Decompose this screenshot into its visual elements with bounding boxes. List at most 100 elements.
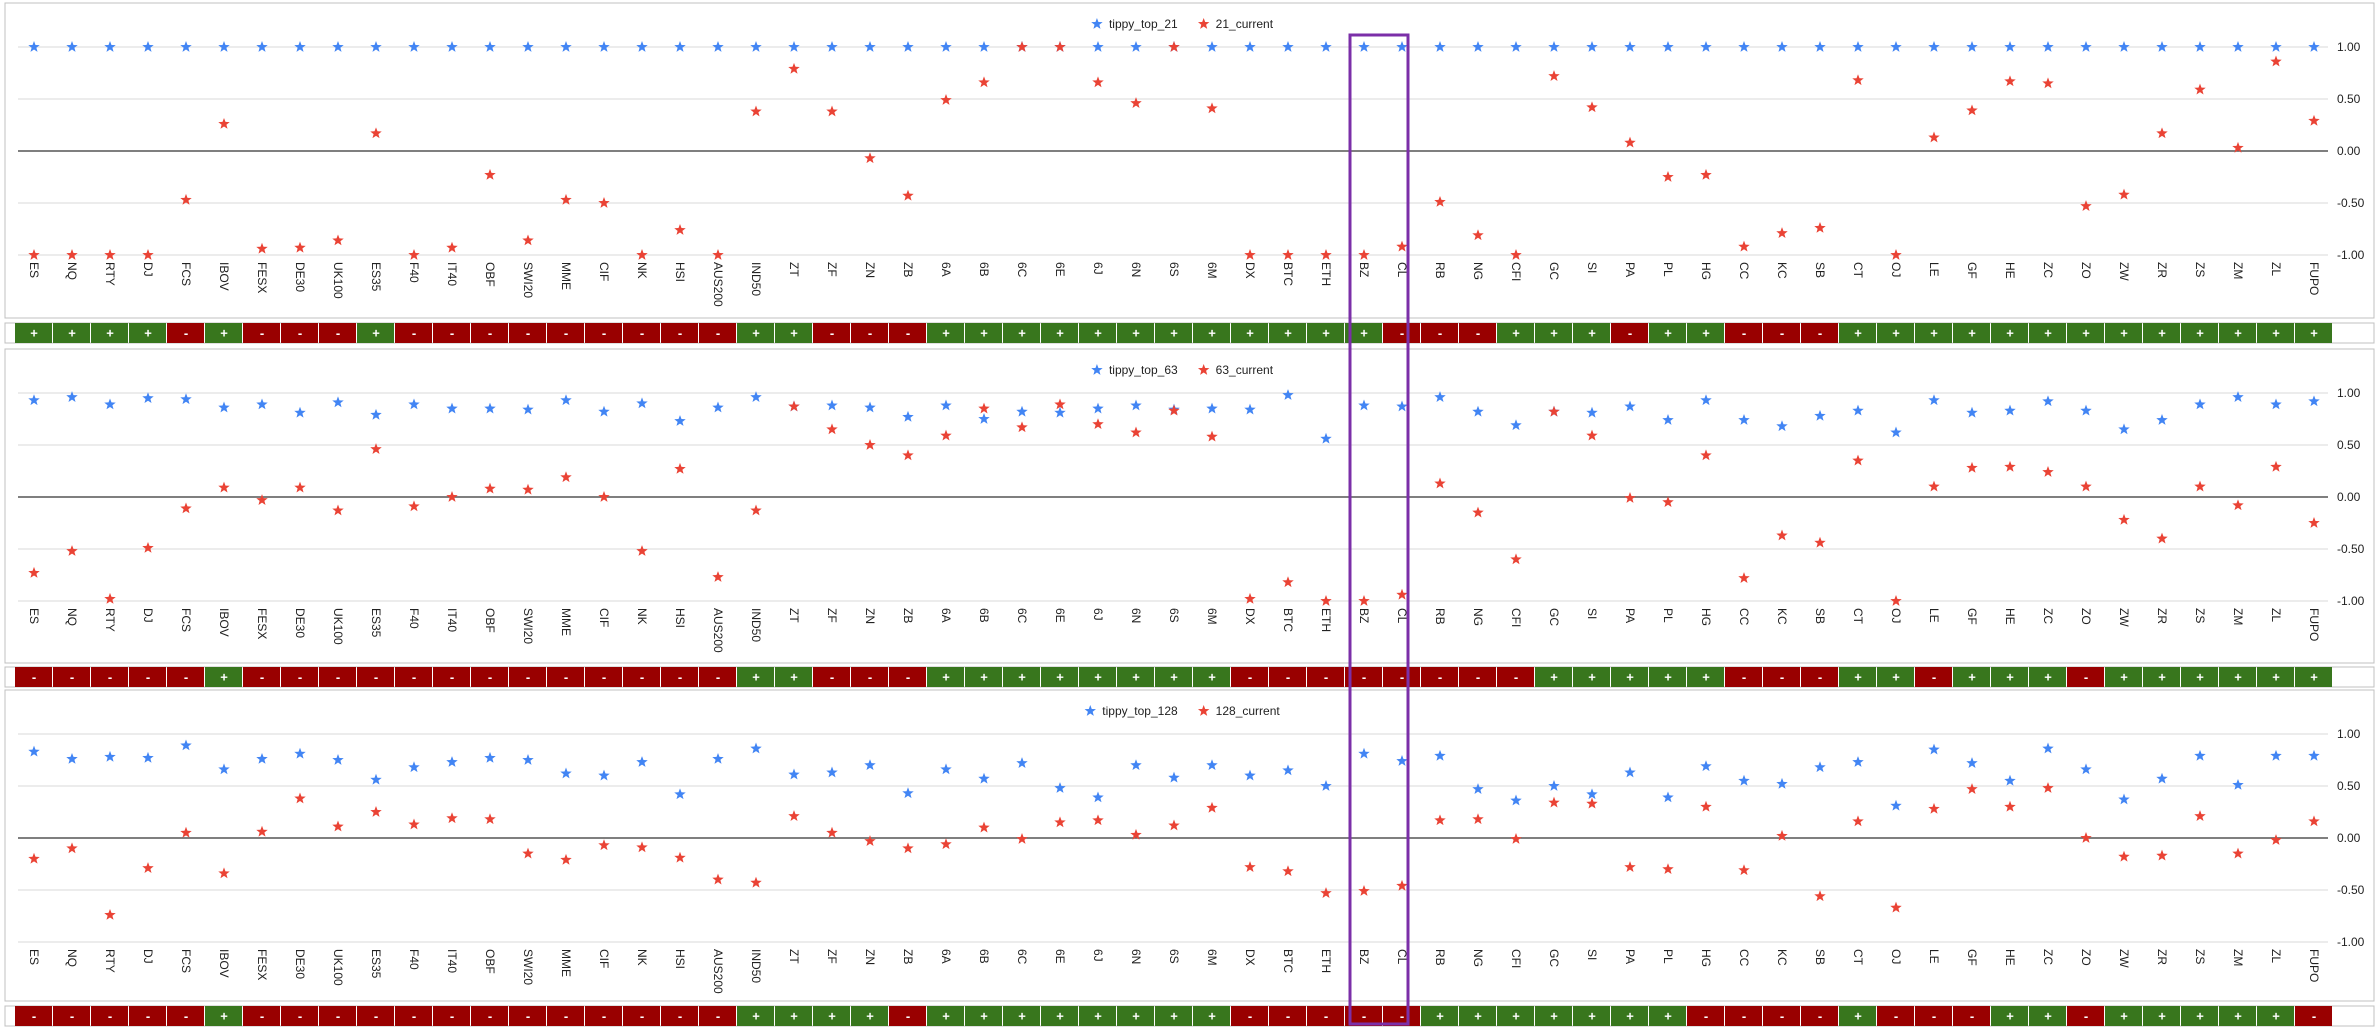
star-point bbox=[1662, 41, 1674, 52]
sign-text: - bbox=[488, 326, 492, 341]
star-point bbox=[1814, 761, 1826, 773]
star-point bbox=[1700, 41, 1712, 52]
legend-label: tippy_top_128 bbox=[1102, 704, 1178, 718]
x-tick-label: OJ bbox=[1889, 608, 1903, 623]
x-tick-label: GC bbox=[1547, 608, 1561, 626]
sign-cell bbox=[1003, 323, 1040, 343]
x-tick-label: 6M bbox=[1205, 262, 1219, 279]
star-point bbox=[2270, 55, 2282, 67]
x-tick-label: 6A bbox=[939, 608, 953, 623]
sign-text: + bbox=[752, 326, 760, 341]
star-point bbox=[902, 449, 914, 461]
x-tick-label: BTC bbox=[1281, 608, 1295, 632]
sign-cell bbox=[2181, 323, 2218, 343]
sign-text: + bbox=[1436, 1009, 1444, 1024]
sign-text: + bbox=[2234, 1009, 2242, 1024]
sign-text: - bbox=[1780, 670, 1784, 685]
sign-cell bbox=[1269, 667, 1306, 687]
sign-text: + bbox=[2044, 1009, 2052, 1024]
sign-text: + bbox=[752, 670, 760, 685]
sign-cell bbox=[2067, 667, 2104, 687]
x-tick-label: CL bbox=[1395, 949, 1409, 965]
sign-cell bbox=[927, 323, 964, 343]
sign-text: + bbox=[2272, 326, 2280, 341]
sign-text: - bbox=[1742, 670, 1746, 685]
sign-cell bbox=[2219, 323, 2256, 343]
sign-text: + bbox=[2158, 1009, 2166, 1024]
sign-cell bbox=[319, 667, 356, 687]
sign-text: + bbox=[1360, 326, 1368, 341]
star-point bbox=[256, 752, 268, 764]
sign-text: + bbox=[1132, 1009, 1140, 1024]
sign-text: - bbox=[298, 326, 302, 341]
star-point bbox=[1358, 249, 1370, 260]
sign-text: - bbox=[1932, 1009, 1936, 1024]
legend-item: 63_current bbox=[1197, 363, 1274, 377]
star-point bbox=[1244, 861, 1256, 872]
star-point bbox=[864, 759, 876, 771]
sign-text: + bbox=[372, 326, 380, 341]
star-point bbox=[788, 62, 800, 74]
sign-text: + bbox=[1284, 326, 1292, 341]
sign-text: + bbox=[144, 326, 152, 341]
x-tick-label: ZM bbox=[2231, 949, 2245, 966]
star-point bbox=[1738, 864, 1750, 876]
x-tick-label: SWI20 bbox=[521, 262, 535, 298]
x-tick-label: IT40 bbox=[445, 608, 459, 632]
sign-cell bbox=[2067, 323, 2104, 343]
sign-cell bbox=[661, 667, 698, 687]
sign-text: + bbox=[1056, 326, 1064, 341]
star-point bbox=[1662, 414, 1674, 425]
star-point bbox=[902, 41, 914, 52]
star-point bbox=[1662, 496, 1674, 508]
star-point bbox=[408, 249, 420, 260]
sign-cell bbox=[737, 1006, 774, 1026]
x-tick-label: ES35 bbox=[369, 608, 383, 638]
star-point bbox=[1282, 576, 1294, 588]
star-point bbox=[1244, 249, 1256, 260]
star-point bbox=[1966, 783, 1978, 794]
x-tick-label: DX bbox=[1243, 608, 1257, 625]
x-tick-label: 6J bbox=[1091, 262, 1105, 275]
star-point bbox=[2004, 75, 2016, 87]
sign-text: + bbox=[1018, 1009, 1026, 1024]
y-tick-label: -1.00 bbox=[2337, 935, 2365, 949]
sign-cell bbox=[1003, 1006, 1040, 1026]
star-point bbox=[1548, 405, 1560, 417]
star-point bbox=[1358, 399, 1370, 411]
star-point bbox=[1966, 461, 1978, 473]
star-point bbox=[1928, 802, 1940, 814]
star-point bbox=[2308, 395, 2320, 407]
x-tick-label: ZF bbox=[825, 949, 839, 964]
sign-cell bbox=[547, 1006, 584, 1026]
sign-cell bbox=[813, 667, 850, 687]
x-tick-label: 6N bbox=[1129, 608, 1143, 623]
star-point bbox=[560, 853, 572, 865]
sign-cell bbox=[1573, 323, 1610, 343]
star-point bbox=[1510, 794, 1522, 806]
x-tick-label: ZM bbox=[2231, 608, 2245, 625]
star-point bbox=[1092, 41, 1104, 52]
x-tick-label: SWI20 bbox=[521, 949, 535, 985]
sign-cell bbox=[2143, 667, 2180, 687]
star-point bbox=[1434, 477, 1446, 489]
sign-cell bbox=[2295, 1006, 2332, 1026]
star-point bbox=[2194, 83, 2206, 95]
star-point bbox=[712, 873, 724, 885]
star-point bbox=[2080, 480, 2092, 492]
star-point bbox=[750, 105, 762, 117]
y-tick-label: 0.50 bbox=[2337, 438, 2361, 452]
star-point bbox=[1928, 480, 1940, 492]
star-point bbox=[674, 462, 686, 474]
star-point bbox=[294, 241, 306, 253]
star-point bbox=[142, 751, 154, 763]
star-point bbox=[484, 168, 496, 180]
star-point bbox=[1966, 104, 1978, 116]
sign-cell bbox=[53, 667, 90, 687]
sign-cell bbox=[699, 323, 736, 343]
star-point bbox=[1130, 828, 1142, 840]
x-tick-label: GC bbox=[1547, 262, 1561, 280]
x-tick-label: DE30 bbox=[293, 262, 307, 292]
sign-cell bbox=[1839, 667, 1876, 687]
x-tick-label: 6J bbox=[1091, 949, 1105, 962]
